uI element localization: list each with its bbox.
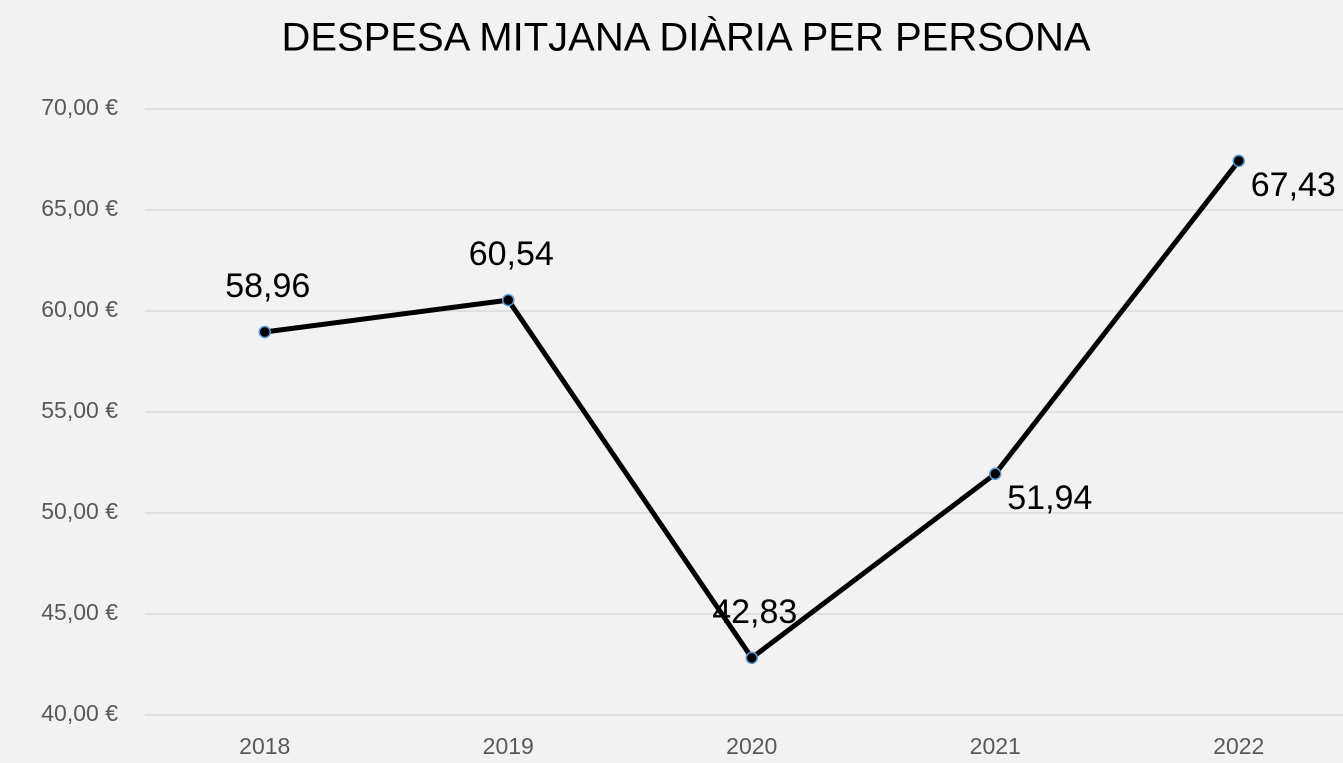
data-label: 58,96	[225, 267, 310, 305]
x-tick-label: 2022	[1213, 733, 1264, 759]
data-label: 51,94	[1007, 479, 1092, 517]
data-point	[258, 325, 271, 339]
data-label: 67,43	[1251, 166, 1336, 204]
chart-title: DESPESA MITJANA DIÀRIA PER PERSONA	[281, 15, 1090, 60]
y-tick-label: 45,00 €	[41, 599, 118, 625]
data-point	[1232, 154, 1245, 168]
y-tick-label: 60,00 €	[41, 296, 118, 322]
x-tick-label: 2019	[483, 733, 534, 759]
y-tick-label: 40,00 €	[41, 700, 118, 726]
y-tick-label: 50,00 €	[41, 498, 118, 524]
data-point	[989, 467, 1002, 481]
y-tick-label: 55,00 €	[41, 397, 118, 423]
x-tick-label: 2021	[970, 733, 1021, 759]
data-point	[502, 293, 515, 307]
y-tick-label: 65,00 €	[41, 195, 118, 221]
data-point	[745, 651, 758, 665]
data-label: 42,83	[712, 593, 797, 631]
x-tick-label: 2018	[239, 733, 290, 759]
x-tick-label: 2020	[726, 733, 777, 759]
y-tick-label: 70,00 €	[41, 94, 118, 120]
data-label: 60,54	[469, 235, 554, 273]
